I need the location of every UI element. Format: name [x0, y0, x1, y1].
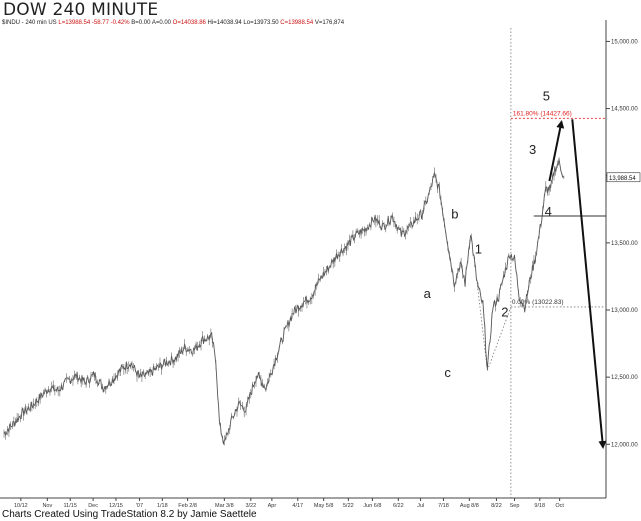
price-line	[3, 158, 565, 445]
info-low: Lo=13973.50	[243, 20, 279, 26]
x-tick-label-12: May 5/8	[314, 503, 334, 509]
info-volume: V=176,874	[314, 20, 345, 26]
y-tick-label-0: 15,000.00	[611, 39, 638, 45]
x-tick-label-3: Dec	[88, 503, 98, 509]
fib-extension-label: 161.80% (14427.66)	[513, 110, 572, 117]
y-tick-label-1: 14,500.00	[611, 107, 638, 113]
y-axis: 15,000.0014,500.0014,000.0013,500.0013,0…	[605, 20, 641, 498]
chart-footer: Charts Created Using TradeStation 8.2 by…	[2, 509, 257, 520]
x-tick-label-10: Apr	[268, 503, 277, 509]
info-high: Hi=14038.94	[207, 20, 242, 26]
x-tick-label-6: 1/18	[157, 503, 168, 509]
x-tick-label-14: Jun 6/8	[363, 503, 381, 509]
trend-line-c-up	[476, 283, 488, 371]
x-axis: 10/12 Nov 11/15 Dec 12/15 '07 1/18 Feb 2/8 Mar 3…	[0, 497, 606, 509]
wave-label-3: 3	[529, 142, 536, 157]
info-symbol: $INDU - 240 min US	[2, 20, 57, 26]
x-tick-label-4: 12/15	[109, 503, 123, 509]
info-close: C=13988.54	[280, 20, 314, 26]
x-tick-label-9: 3/22	[245, 503, 256, 509]
x-tick-label-0: 10/12	[14, 503, 28, 509]
info-change: -58.77	[91, 20, 109, 26]
y-tick-label-5: 12,500.00	[611, 375, 638, 381]
x-tick-label-15: 6/22	[393, 503, 404, 509]
info-open: O=14038.86	[172, 20, 206, 26]
x-tick-label-19: 8/22	[491, 503, 502, 509]
arrow-up-wave-5	[548, 120, 565, 182]
trend-line-c-to-2	[487, 306, 512, 371]
y-tick-label-6: 12,000.00	[611, 442, 638, 448]
x-tick-label-20: Sep	[510, 503, 520, 509]
last-price-box	[606, 172, 641, 183]
x-tick-label-18: Aug 8/8	[460, 503, 479, 509]
x-tick-label-5: '07	[136, 503, 143, 509]
x-tick-label-16: Jul	[417, 503, 424, 509]
x-tick-label-1: Nov	[42, 503, 52, 509]
y-tick-label-4: 13,000.00	[611, 308, 638, 314]
info-pct: -0.42%	[110, 20, 130, 26]
x-tick-label-8: Mar 3/8	[215, 503, 234, 509]
price-series	[3, 157, 565, 446]
wave-label-c: c	[444, 365, 451, 380]
wave-label-2: 2	[501, 305, 508, 320]
annotation-labels: 161.80% (14427.66) 0.00% (13022.83) a b c 1 2 3…	[424, 89, 572, 381]
arrow-down-forecast	[571, 119, 607, 449]
last-price-label: 13,988.54	[609, 176, 636, 182]
wave-label-1: 1	[475, 242, 482, 257]
y-tick-label-3: 13,500.00	[611, 241, 638, 247]
wave-label-b: b	[451, 207, 458, 222]
info-ask: A=0.00	[151, 20, 171, 26]
symbol-info-bar: $INDU - 240 min US L=13988.54 -58.77 -0.…	[2, 20, 344, 26]
x-tick-label-2: 11/15	[64, 503, 77, 509]
wave-label-4: 4	[545, 204, 552, 219]
x-tick-label-7: Feb 2/8	[178, 503, 197, 509]
x-tick-label-21: 9/18	[534, 503, 545, 509]
wave-label-a: a	[424, 286, 432, 301]
annotation-lines	[476, 28, 607, 498]
info-bid: B=0.00	[131, 20, 151, 26]
chart-title: DOW 240 MINUTE	[3, 0, 159, 20]
info-last: L=13988.54	[58, 20, 91, 26]
x-tick-label-13: 5/22	[343, 503, 354, 509]
x-tick-label-17: 7/18	[438, 503, 449, 509]
fib-base-label: 0.00% (13022.83)	[512, 299, 564, 306]
wave-label-5: 5	[543, 89, 550, 104]
x-tick-label-11: 4/17	[292, 503, 303, 509]
x-tick-label-22: Oct	[555, 503, 564, 509]
